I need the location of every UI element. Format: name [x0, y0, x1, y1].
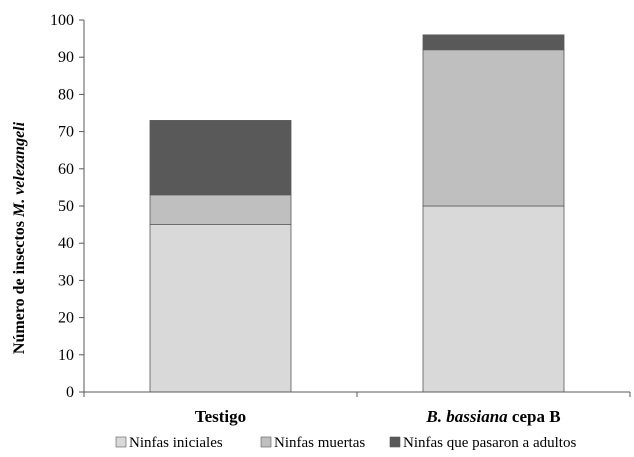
- y-tick-label: 70: [58, 124, 74, 141]
- bar-segment: [149, 120, 292, 196]
- legend-label: Ninfas que pasaron a adultos: [403, 435, 576, 451]
- y-tick-label: 30: [58, 272, 74, 289]
- y-tick-label: 20: [58, 310, 74, 327]
- legend-swatch: [389, 436, 401, 448]
- legend-label: Ninfas iniciales: [129, 435, 223, 451]
- bar-segment: [422, 34, 565, 51]
- y-tick-label: 80: [58, 86, 74, 103]
- y-axis-label: Número de insectos M. velezangeli: [11, 121, 28, 354]
- y-tick-label: 0: [66, 384, 74, 401]
- bar-segment: [149, 194, 292, 225]
- legend-swatch: [260, 436, 272, 448]
- bar-segment: [149, 224, 292, 393]
- category-labels: Testigo B. bassiana cepa B: [195, 407, 561, 426]
- y-tick-label: 50: [58, 198, 74, 215]
- legend-swatch: [115, 436, 127, 448]
- bar-segment: [422, 49, 565, 207]
- y-tick-label: 40: [58, 235, 74, 252]
- legend: Ninfas iniciales Ninfas muertas Ninfas que…: [115, 435, 576, 451]
- y-tick-label: 100: [50, 12, 74, 29]
- y-axis: 0 10 20 30 40 50 60 70 80 90 100: [50, 12, 85, 401]
- bar-segment: [422, 205, 565, 393]
- category-label: B. bassiana cepa B: [425, 407, 560, 426]
- y-tick-label: 60: [58, 161, 74, 178]
- y-tick-label: 10: [58, 347, 74, 364]
- legend-label: Ninfas muertas: [274, 435, 365, 451]
- bars: [149, 34, 565, 393]
- y-tick-label: 90: [58, 49, 74, 66]
- x-axis: [83, 391, 631, 397]
- category-label: Testigo: [195, 407, 246, 426]
